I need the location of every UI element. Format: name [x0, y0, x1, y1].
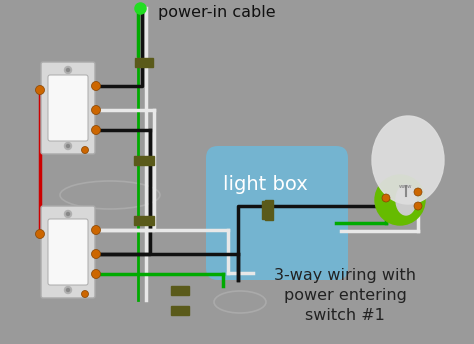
Circle shape [91, 269, 100, 279]
Circle shape [66, 144, 70, 148]
Circle shape [36, 86, 45, 95]
Circle shape [91, 249, 100, 258]
Text: www: www [399, 184, 413, 189]
Circle shape [414, 188, 422, 196]
Bar [265, 200, 273, 220]
Circle shape [382, 194, 390, 202]
Bar [134, 215, 154, 225]
Circle shape [91, 226, 100, 235]
Text: power-in cable: power-in cable [158, 4, 275, 20]
Circle shape [64, 287, 72, 293]
FancyBboxPatch shape [48, 219, 88, 285]
Circle shape [36, 229, 45, 238]
Circle shape [64, 66, 72, 74]
Bar [263, 201, 272, 219]
Circle shape [82, 147, 89, 153]
FancyBboxPatch shape [206, 146, 348, 280]
Circle shape [91, 126, 100, 135]
Text: 3-way wiring with
power entering
switch #1: 3-way wiring with power entering switch … [274, 268, 416, 323]
Bar [135, 57, 153, 66]
Text: light box: light box [223, 174, 307, 194]
Ellipse shape [214, 291, 266, 313]
Bar [171, 286, 189, 294]
Circle shape [64, 142, 72, 150]
Ellipse shape [60, 181, 160, 209]
Circle shape [66, 68, 70, 72]
Circle shape [66, 213, 70, 215]
FancyBboxPatch shape [41, 206, 95, 298]
Circle shape [414, 202, 422, 210]
FancyBboxPatch shape [48, 75, 88, 141]
Ellipse shape [372, 116, 444, 204]
Circle shape [82, 290, 89, 298]
Ellipse shape [396, 185, 416, 215]
Circle shape [91, 82, 100, 90]
Circle shape [66, 289, 70, 291]
Circle shape [91, 106, 100, 115]
Bar [171, 305, 189, 314]
FancyBboxPatch shape [41, 62, 95, 154]
Bar [134, 155, 154, 164]
Circle shape [375, 175, 425, 225]
Circle shape [64, 211, 72, 217]
